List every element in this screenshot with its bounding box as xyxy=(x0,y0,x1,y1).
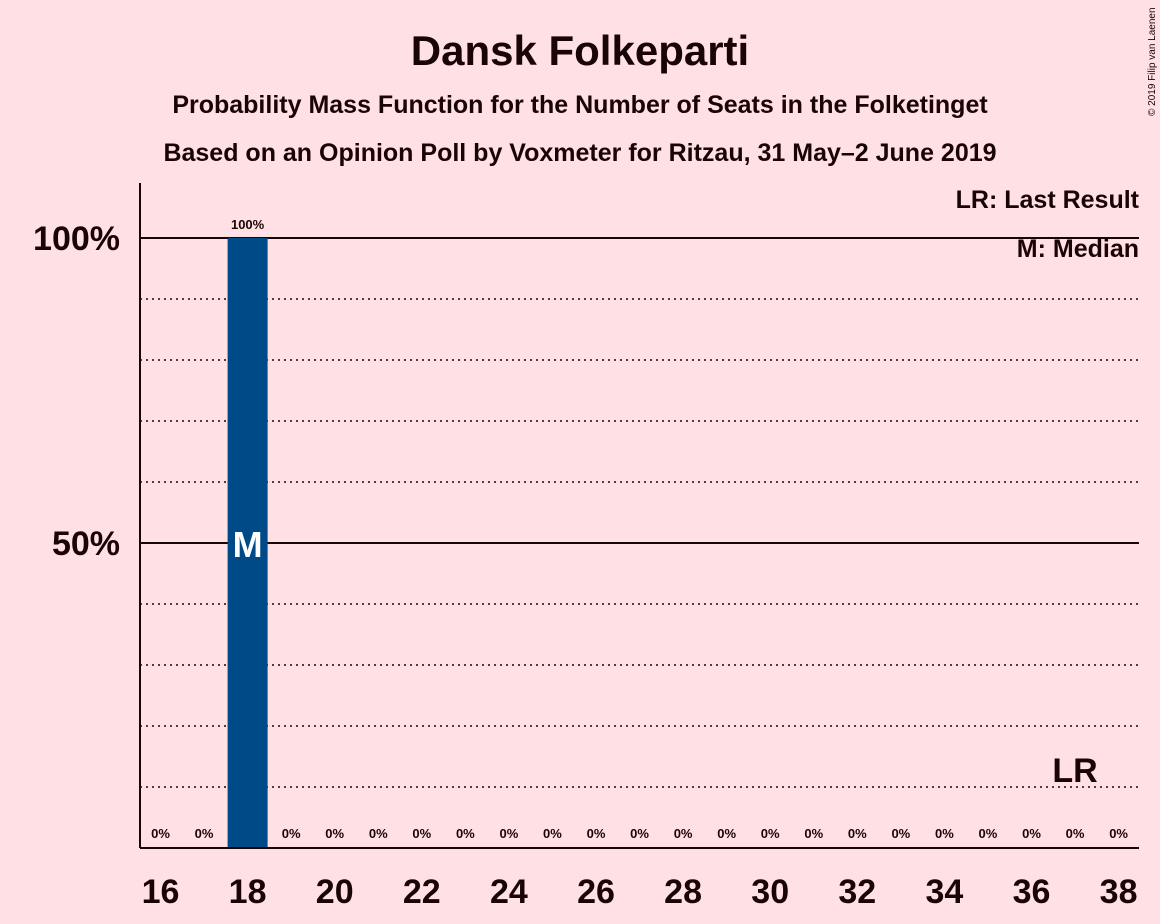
x-tick-label: 34 xyxy=(925,873,963,911)
x-tick-label: 38 xyxy=(1100,873,1138,911)
legend-last-result: LR: Last Result xyxy=(956,186,1140,214)
bar-value-label: 100% xyxy=(231,217,265,232)
x-tick-label: 28 xyxy=(664,873,702,911)
gridlines: 50% 100% xyxy=(33,220,1139,788)
bars: 0% 0% 100% 0% 0% 0% 0% 0% 0% 0% 0% 0% 0% 0% 0% 0% 0% 0% 0%… xyxy=(151,217,1128,848)
bar-value-label: 0% xyxy=(456,826,475,841)
bar-value-label: 0% xyxy=(848,826,867,841)
bar-value-label: 0% xyxy=(543,826,562,841)
y-tick-label: 100% xyxy=(33,220,120,258)
chart-subtitle-2: Based on an Opinion Poll by Voxmeter for… xyxy=(163,139,996,167)
bar-value-label: 0% xyxy=(587,826,606,841)
bar-value-label: 0% xyxy=(804,826,823,841)
y-tick-label: 50% xyxy=(52,525,120,563)
chart-title: Dansk Folkeparti xyxy=(411,27,749,74)
legend-median: M: Median xyxy=(1017,235,1139,263)
bar-value-label: 0% xyxy=(369,826,388,841)
bar-value-label: 0% xyxy=(979,826,998,841)
bar-value-label: 0% xyxy=(195,826,214,841)
x-tick-label: 30 xyxy=(751,873,789,911)
bar-value-label: 0% xyxy=(761,826,780,841)
bar-value-label: 0% xyxy=(674,826,693,841)
markers: M LR xyxy=(233,524,1098,790)
median-marker: M xyxy=(233,524,263,565)
bar-value-label: 0% xyxy=(935,826,954,841)
x-tick-label: 36 xyxy=(1013,873,1051,911)
bar-value-label: 0% xyxy=(891,826,910,841)
bar-value-label: 0% xyxy=(500,826,519,841)
chart-subtitle: Probability Mass Function for the Number… xyxy=(172,91,988,119)
x-tick-label: 22 xyxy=(403,873,441,911)
bar-value-label: 0% xyxy=(412,826,431,841)
x-tick-label: 16 xyxy=(142,873,180,911)
x-tick-label: 32 xyxy=(838,873,876,911)
bar xyxy=(227,238,268,848)
x-tick-label: 20 xyxy=(316,873,354,911)
copyright-text: © 2019 Filip van Laenen xyxy=(1147,7,1158,116)
bar-value-label: 0% xyxy=(630,826,649,841)
axes: 16 18 20 22 24 26 28 30 32 34 36 38 xyxy=(139,183,1139,911)
bar-value-label: 0% xyxy=(282,826,301,841)
bar-value-label: 0% xyxy=(717,826,736,841)
bar-value-label: 0% xyxy=(1066,826,1085,841)
bar-value-label: 0% xyxy=(1109,826,1128,841)
x-tick-label: 26 xyxy=(577,873,615,911)
bar-value-label: 0% xyxy=(325,826,344,841)
bar-value-label: 0% xyxy=(1022,826,1041,841)
x-tick-label: 18 xyxy=(229,873,267,911)
bar-value-label: 0% xyxy=(151,826,170,841)
last-result-marker: LR xyxy=(1052,752,1097,790)
x-tick-label: 24 xyxy=(490,873,528,911)
